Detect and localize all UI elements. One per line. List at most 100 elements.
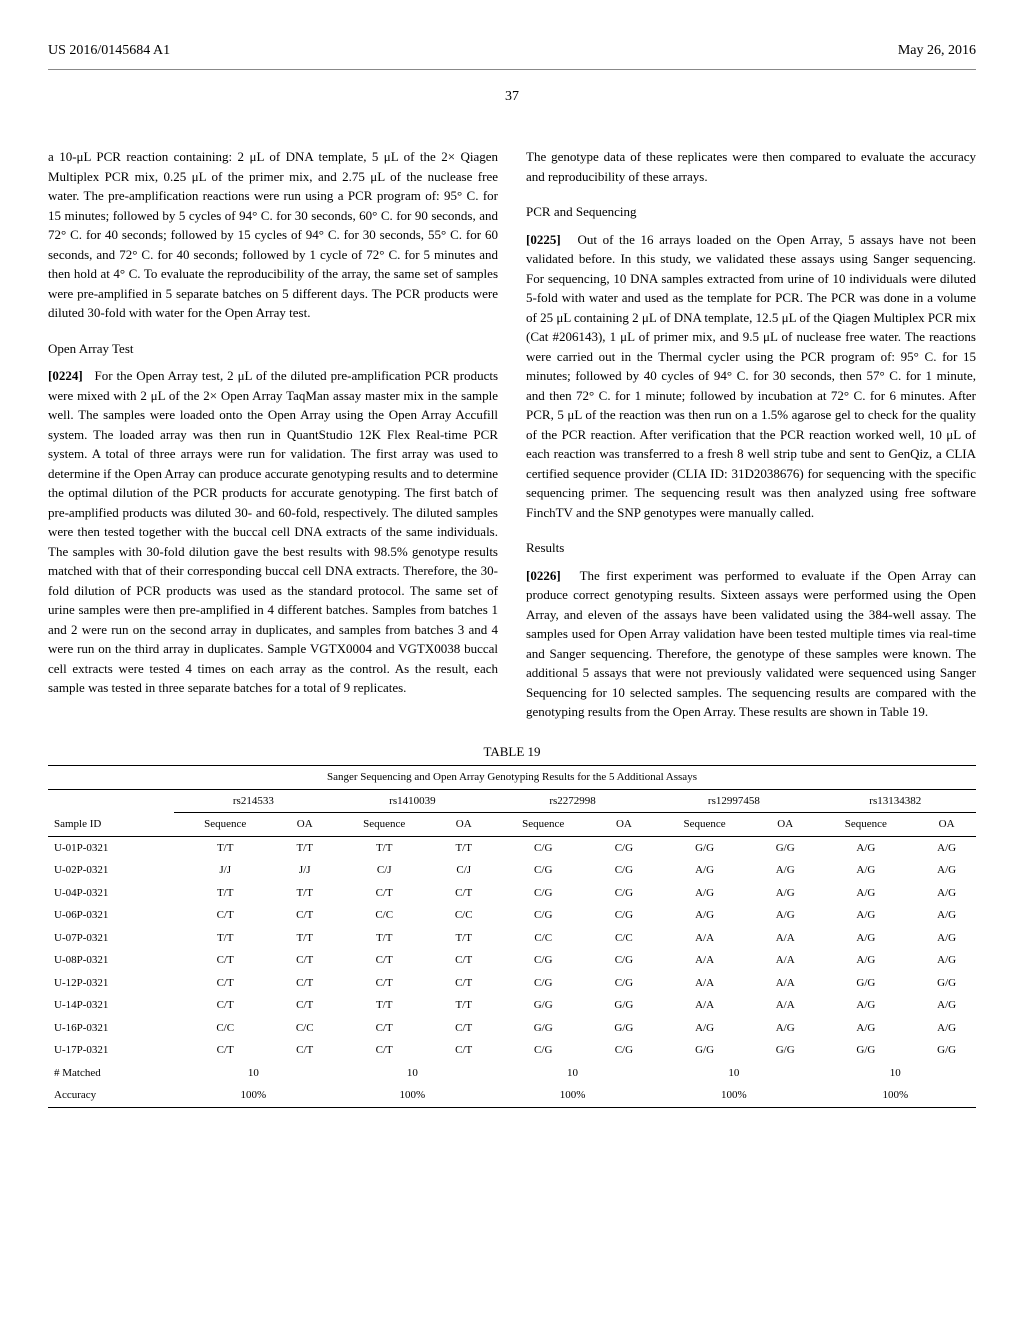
genotype-cell: T/T: [333, 927, 436, 950]
table-row: U-04P-0321T/TT/TC/TC/TC/GC/GA/GA/GA/GA/G: [48, 882, 976, 905]
genotype-cell: G/G: [653, 1039, 756, 1062]
left-heading-open-array: Open Array Test: [48, 339, 498, 359]
genotype-cell: T/T: [436, 927, 492, 950]
subhead-seq-1: Sequence: [333, 813, 436, 837]
left-para-2: [0224] For the Open Array test, 2 μL of …: [48, 366, 498, 698]
genotype-cell: C/T: [333, 949, 436, 972]
subhead-seq-3: Sequence: [653, 813, 756, 837]
sample-id-cell: U-14P-0321: [48, 994, 174, 1017]
genotype-cell: A/G: [917, 904, 976, 927]
left-para-1: a 10-μL PCR reaction containing: 2 μL of…: [48, 147, 498, 323]
sample-id-cell: U-12P-0321: [48, 972, 174, 995]
right-para-2-text: Out of the 16 arrays loaded on the Open …: [526, 232, 976, 520]
genotype-cell: T/T: [277, 836, 333, 859]
assay-header-3: rs12997458: [653, 789, 814, 813]
genotype-cell: T/T: [333, 994, 436, 1017]
right-heading-pcr: PCR and Sequencing: [526, 202, 976, 222]
sample-id-cell: U-08P-0321: [48, 949, 174, 972]
genotype-cell: A/A: [756, 927, 815, 950]
genotype-cell: C/T: [436, 949, 492, 972]
para-num-0225: [0225]: [526, 232, 561, 247]
genotype-cell: C/G: [492, 836, 595, 859]
subhead-seq-2: Sequence: [492, 813, 595, 837]
sample-id-cell: U-04P-0321: [48, 882, 174, 905]
genotype-cell: C/G: [492, 882, 595, 905]
table-row: U-12P-0321C/TC/TC/TC/TC/GC/GA/AA/AG/GG/G: [48, 972, 976, 995]
genotype-cell: T/T: [436, 836, 492, 859]
genotype-cell: C/T: [436, 1039, 492, 1062]
matched-label: # Matched: [48, 1062, 174, 1085]
genotype-cell: G/G: [815, 972, 918, 995]
para-num-0226: [0226]: [526, 568, 561, 583]
table-row: U-16P-0321C/CC/CC/TC/TG/GG/GA/GA/GA/GA/G: [48, 1017, 976, 1040]
genotype-cell: C/C: [492, 927, 595, 950]
right-heading-results: Results: [526, 538, 976, 558]
genotype-cell: C/G: [595, 836, 654, 859]
genotype-cell: C/T: [436, 972, 492, 995]
table-label: TABLE 19: [48, 742, 976, 762]
table-19-wrapper: TABLE 19 Sanger Sequencing and Open Arra…: [48, 742, 976, 1108]
genotype-cell: C/T: [174, 904, 277, 927]
subhead-oa-1: OA: [436, 813, 492, 837]
assay-header-2: rs2272998: [492, 789, 653, 813]
genotype-cell: C/T: [333, 882, 436, 905]
genotype-cell: C/T: [333, 1017, 436, 1040]
genotype-cell: A/G: [756, 859, 815, 882]
genotype-cell: A/G: [756, 904, 815, 927]
genotype-cell: A/G: [653, 882, 756, 905]
table-row: U-02P-0321J/JJ/JC/JC/JC/GC/GA/GA/GA/GA/G: [48, 859, 976, 882]
genotype-cell: T/T: [277, 927, 333, 950]
genotype-cell: J/J: [174, 859, 277, 882]
table-row: U-01P-0321T/TT/TT/TT/TC/GC/GG/GG/GA/GA/G: [48, 836, 976, 859]
subhead-oa-3: OA: [756, 813, 815, 837]
genotype-cell: C/G: [492, 859, 595, 882]
accuracy-1: 100%: [333, 1084, 492, 1107]
publication-number: US 2016/0145684 A1: [48, 40, 170, 61]
publication-date: May 26, 2016: [898, 40, 976, 61]
genotype-cell: A/G: [917, 859, 976, 882]
header-divider: [48, 69, 976, 70]
right-para-3: [0226] The first experiment was performe…: [526, 566, 976, 722]
genotype-cell: G/G: [917, 972, 976, 995]
genotype-cell: A/G: [815, 927, 918, 950]
accuracy-3: 100%: [653, 1084, 814, 1107]
genotype-cell: C/J: [436, 859, 492, 882]
accuracy-0: 100%: [174, 1084, 333, 1107]
genotype-cell: C/T: [277, 1039, 333, 1062]
genotype-cell: G/G: [815, 1039, 918, 1062]
genotype-cell: T/T: [277, 882, 333, 905]
table-row: U-06P-0321C/TC/TC/CC/CC/GC/GA/GA/GA/GA/G: [48, 904, 976, 927]
assay-header-0: rs214533: [174, 789, 333, 813]
genotype-cell: C/T: [174, 972, 277, 995]
right-para-3-text: The first experiment was performed to ev…: [526, 568, 976, 720]
subhead-oa-4: OA: [917, 813, 976, 837]
genotype-cell: A/A: [756, 949, 815, 972]
sample-id-cell: U-16P-0321: [48, 1017, 174, 1040]
assay-header-4: rs13134382: [815, 789, 976, 813]
table-row: U-07P-0321T/TT/TT/TT/TC/CC/CA/AA/AA/GA/G: [48, 927, 976, 950]
genotype-cell: C/C: [174, 1017, 277, 1040]
genotype-cell: C/G: [595, 949, 654, 972]
genotype-cell: A/G: [653, 904, 756, 927]
sample-id-cell: U-01P-0321: [48, 836, 174, 859]
genotype-cell: T/T: [174, 882, 277, 905]
genotype-cell: C/G: [492, 1039, 595, 1062]
genotype-cell: A/G: [917, 882, 976, 905]
accuracy-label: Accuracy: [48, 1084, 174, 1107]
genotype-cell: C/C: [277, 1017, 333, 1040]
genotype-cell: C/G: [595, 972, 654, 995]
right-para-1: The genotype data of these replicates we…: [526, 147, 976, 186]
right-column: The genotype data of these replicates we…: [526, 147, 976, 722]
accuracy-4: 100%: [815, 1084, 976, 1107]
genotype-cell: C/G: [595, 1039, 654, 1062]
genotype-cell: C/T: [436, 882, 492, 905]
genotype-cell: C/T: [436, 1017, 492, 1040]
genotype-cell: C/T: [277, 949, 333, 972]
genotype-cell: C/G: [492, 904, 595, 927]
genotype-cell: G/G: [756, 836, 815, 859]
genotype-cell: G/G: [595, 1017, 654, 1040]
table-row: U-08P-0321C/TC/TC/TC/TC/GC/GA/AA/AA/GA/G: [48, 949, 976, 972]
genotype-cell: G/G: [492, 1017, 595, 1040]
genotype-cell: A/G: [815, 904, 918, 927]
genotype-cell: C/G: [492, 972, 595, 995]
